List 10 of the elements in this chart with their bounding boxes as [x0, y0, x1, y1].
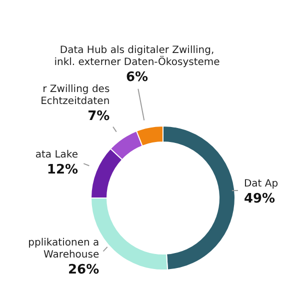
data-label: 49%	[244, 191, 276, 206]
slice-label: Dat Ap	[244, 178, 278, 190]
slice-label: pplikationen a Warehouse	[28, 238, 100, 261]
data-label: 12%	[46, 162, 78, 178]
data-label: 7%	[88, 108, 110, 124]
data-label: 26%	[68, 262, 100, 278]
slice-label: Data Hub als digitaler Zwilling, inkl. externer Daten-Ökosysteme	[54, 44, 220, 68]
data-label: 6%	[126, 70, 148, 85]
slice-label: ata Lake	[35, 149, 78, 160]
slice-label: r Zwilling des Echtzeitdaten	[40, 84, 110, 107]
